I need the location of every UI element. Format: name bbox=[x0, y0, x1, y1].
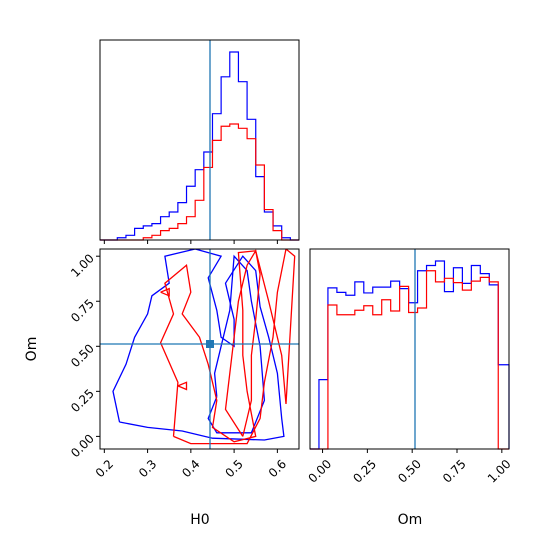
contour-ytick-label-3: 0.75 bbox=[68, 296, 97, 325]
y-axis-label-om: Om bbox=[24, 337, 40, 362]
hist-om-xtick-label-3: 0.75 bbox=[440, 457, 469, 486]
contour-red-island-4 bbox=[160, 287, 170, 297]
panel-contour-frame bbox=[99, 248, 300, 450]
panel-hist-h0-frame bbox=[99, 39, 300, 241]
contour-ytick-label-0: 0.00 bbox=[68, 431, 97, 460]
contour-red-inner-3 bbox=[224, 249, 261, 437]
panel-hist-om-frame bbox=[309, 248, 510, 450]
panel-hist-om: 0.00 0.25 0.50 0.75 1.00 Om bbox=[306, 248, 514, 528]
hist-om-xtick-label-2: 0.50 bbox=[395, 457, 424, 486]
hist-h0-series-blue bbox=[100, 51, 299, 241]
contour-ytick-label-2: 0.50 bbox=[68, 341, 97, 370]
x-axis-label-om: Om bbox=[398, 512, 423, 528]
hist-h0-series-red bbox=[100, 123, 299, 241]
contour-ytick-label-4: 1.00 bbox=[68, 251, 97, 280]
hist-om-xtick-label-1: 0.25 bbox=[350, 457, 379, 486]
contour-xtick-label-2: 0.4 bbox=[179, 457, 202, 480]
contour-blue-inner-1 bbox=[207, 254, 266, 434]
hist-om-xtick-label-4: 1.00 bbox=[485, 457, 514, 486]
contour-xtick-label-1: 0.3 bbox=[136, 457, 159, 480]
panel-hist-h0 bbox=[99, 39, 300, 244]
truth-point bbox=[206, 340, 214, 348]
hist-om-xtick-label-0: 0.00 bbox=[306, 457, 335, 486]
hist-om-series-red bbox=[310, 270, 509, 450]
contour-xtick-label-3: 0.5 bbox=[222, 457, 245, 480]
panel-contour: 0.2 0.3 0.4 0.5 0.6 0.000.250.500.751.00 H0 … bbox=[24, 248, 300, 528]
hist-om-series-blue bbox=[310, 260, 510, 450]
contour-ytick-label-1: 0.25 bbox=[68, 386, 97, 415]
x-axis-label-h0: H0 bbox=[190, 512, 209, 528]
contour-red-outer-2 bbox=[159, 249, 296, 445]
contour-xtick-label-0: 0.2 bbox=[93, 457, 116, 480]
contour-xtick-label-4: 0.6 bbox=[266, 457, 289, 480]
contour-red-island-5 bbox=[177, 381, 188, 391]
